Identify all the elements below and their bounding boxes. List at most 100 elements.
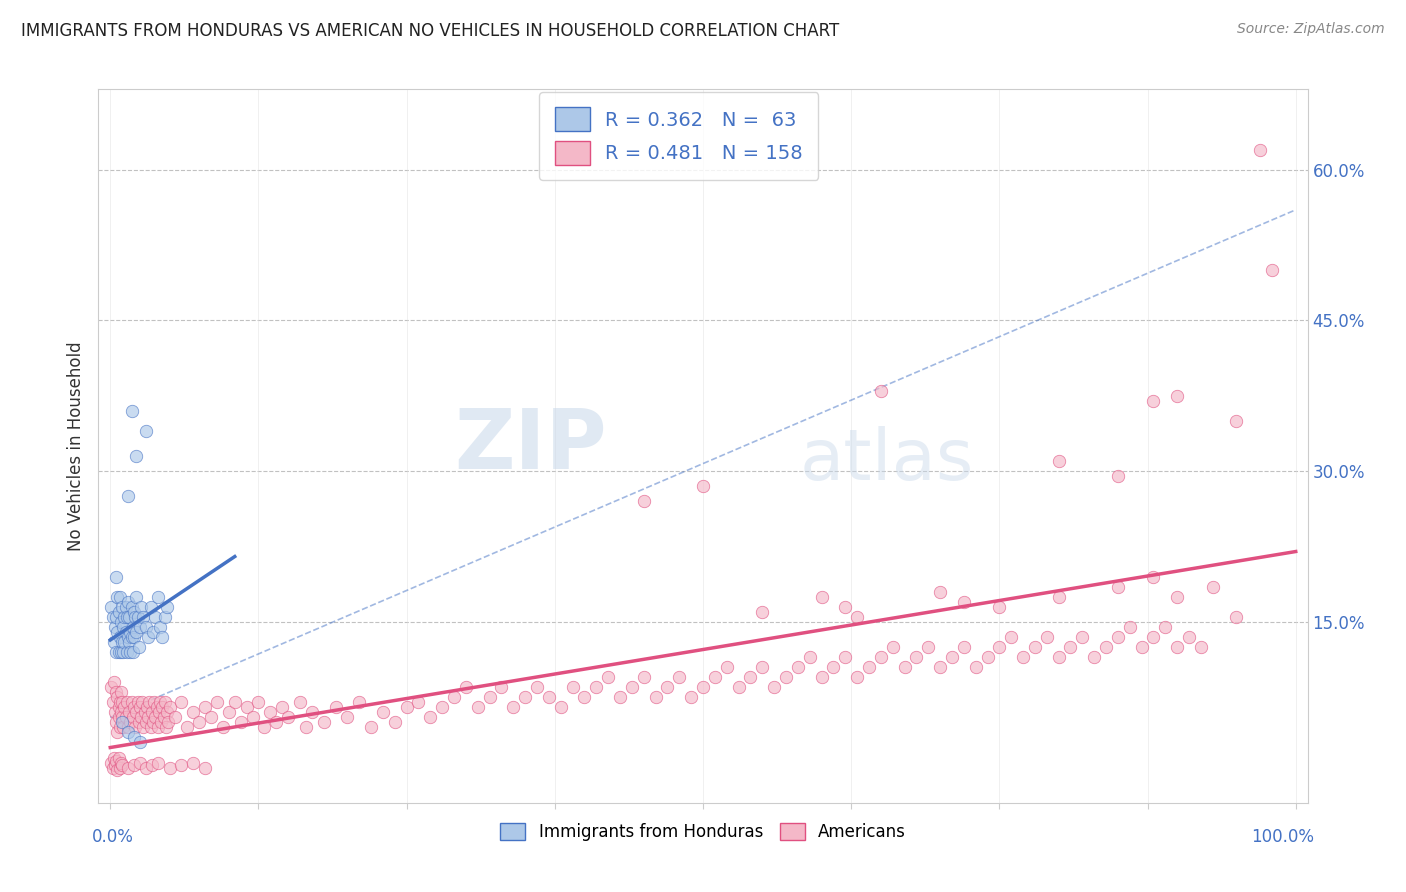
Point — [1047, 590, 1070, 604]
Point — [229, 715, 252, 730]
Point — [152, 630, 174, 644]
Point — [135, 761, 157, 775]
Point — [101, 695, 124, 709]
Point — [537, 690, 560, 705]
Point — [114, 635, 136, 649]
Point — [129, 620, 152, 634]
Point — [846, 670, 869, 684]
Point — [550, 700, 572, 714]
Point — [129, 700, 152, 714]
Point — [115, 610, 138, 624]
Point — [620, 680, 643, 694]
Point — [112, 620, 135, 634]
Point — [100, 756, 122, 770]
Point — [170, 757, 193, 772]
Point — [1107, 630, 1129, 644]
Point — [105, 690, 128, 705]
Point — [692, 479, 714, 493]
Point — [107, 700, 129, 714]
Point — [120, 645, 142, 659]
Point — [150, 715, 173, 730]
Point — [114, 624, 136, 639]
Point — [218, 706, 240, 720]
Point — [136, 630, 159, 644]
Point — [212, 720, 235, 734]
Point — [152, 700, 174, 714]
Point — [443, 690, 465, 705]
Point — [111, 599, 134, 614]
Point — [976, 650, 998, 665]
Point — [176, 720, 198, 734]
Point — [1083, 650, 1105, 665]
Point — [1059, 640, 1081, 654]
Point — [117, 725, 139, 739]
Point — [105, 715, 128, 730]
Point — [633, 670, 655, 684]
Point — [1225, 414, 1247, 428]
Text: ZIP: ZIP — [454, 406, 606, 486]
Point — [128, 715, 150, 730]
Point — [127, 610, 149, 624]
Point — [799, 650, 821, 665]
Point — [125, 590, 148, 604]
Point — [408, 695, 430, 709]
Point — [135, 424, 157, 438]
Point — [143, 610, 166, 624]
Point — [846, 610, 869, 624]
Y-axis label: No Vehicles in Household: No Vehicles in Household — [66, 341, 84, 551]
Point — [205, 695, 228, 709]
Point — [692, 680, 714, 694]
Point — [104, 757, 127, 772]
Point — [114, 710, 136, 724]
Point — [1130, 640, 1153, 654]
Point — [132, 610, 155, 624]
Point — [146, 720, 169, 734]
Point — [1142, 569, 1164, 583]
Point — [810, 670, 832, 684]
Point — [312, 715, 335, 730]
Point — [561, 680, 583, 694]
Point — [242, 710, 264, 724]
Point — [108, 630, 131, 644]
Point — [1012, 650, 1035, 665]
Point — [751, 605, 773, 619]
Point — [142, 715, 165, 730]
Point — [277, 710, 299, 724]
Point — [834, 599, 856, 614]
Point — [668, 670, 690, 684]
Point — [1154, 620, 1177, 634]
Point — [965, 660, 987, 674]
Point — [419, 710, 441, 724]
Point — [112, 720, 135, 734]
Point — [135, 715, 157, 730]
Point — [1095, 640, 1118, 654]
Point — [609, 690, 631, 705]
Point — [105, 685, 128, 699]
Point — [152, 710, 174, 724]
Point — [103, 675, 125, 690]
Point — [360, 720, 382, 734]
Point — [165, 710, 187, 724]
Point — [941, 650, 963, 665]
Point — [105, 725, 128, 739]
Point — [247, 695, 270, 709]
Point — [136, 700, 159, 714]
Point — [598, 670, 620, 684]
Point — [114, 610, 136, 624]
Point — [143, 710, 166, 724]
Point — [751, 660, 773, 674]
Point — [105, 624, 128, 639]
Point — [834, 650, 856, 665]
Point — [156, 599, 179, 614]
Point — [181, 756, 204, 770]
Point — [159, 700, 181, 714]
Point — [121, 630, 143, 644]
Point — [115, 695, 138, 709]
Point — [295, 720, 318, 734]
Point — [105, 610, 128, 624]
Point — [108, 720, 131, 734]
Point — [929, 584, 952, 599]
Point — [157, 715, 180, 730]
Point — [100, 680, 122, 694]
Point — [107, 750, 129, 764]
